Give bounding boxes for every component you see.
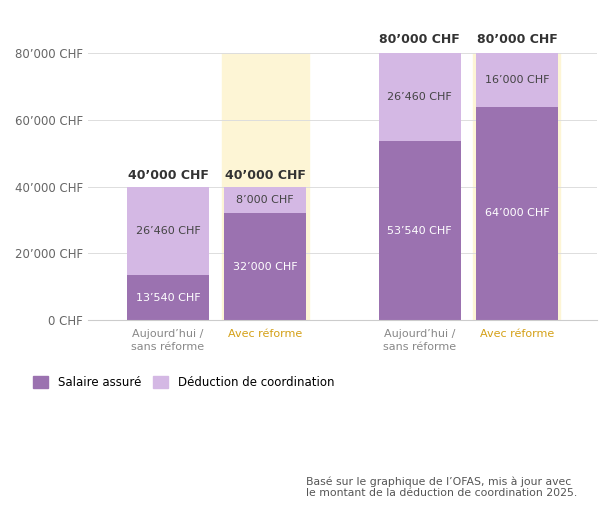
Text: 40’000 CHF: 40’000 CHF — [128, 169, 209, 182]
Bar — [476, 53, 558, 107]
Bar — [222, 53, 308, 320]
Bar — [474, 53, 561, 320]
Bar — [224, 214, 307, 320]
Text: Basé sur le graphique de l’OFAS, mis à jour avec
le montant de la déduction de c: Basé sur le graphique de l’OFAS, mis à j… — [306, 476, 577, 498]
Text: 32’000 CHF: 32’000 CHF — [233, 262, 297, 272]
Text: 80’000 CHF: 80’000 CHF — [379, 34, 460, 47]
Text: 8’000 CHF: 8’000 CHF — [236, 195, 294, 205]
Bar — [476, 107, 558, 320]
Bar — [224, 187, 307, 214]
Bar — [379, 53, 461, 142]
Text: 26’460 CHF: 26’460 CHF — [387, 92, 452, 102]
Text: 80’000 CHF: 80’000 CHF — [477, 34, 558, 47]
Bar — [127, 187, 209, 275]
Text: 16’000 CHF: 16’000 CHF — [485, 75, 549, 85]
Text: 40’000 CHF: 40’000 CHF — [225, 169, 306, 182]
Text: 53’540 CHF: 53’540 CHF — [387, 226, 452, 236]
Bar — [127, 275, 209, 320]
Text: 26’460 CHF: 26’460 CHF — [136, 226, 201, 236]
Bar — [379, 142, 461, 320]
Text: 13’540 CHF: 13’540 CHF — [136, 293, 200, 303]
Legend: Salaire assuré, Déduction de coordination: Salaire assuré, Déduction de coordinatio… — [33, 376, 334, 389]
Text: 64’000 CHF: 64’000 CHF — [485, 208, 549, 218]
